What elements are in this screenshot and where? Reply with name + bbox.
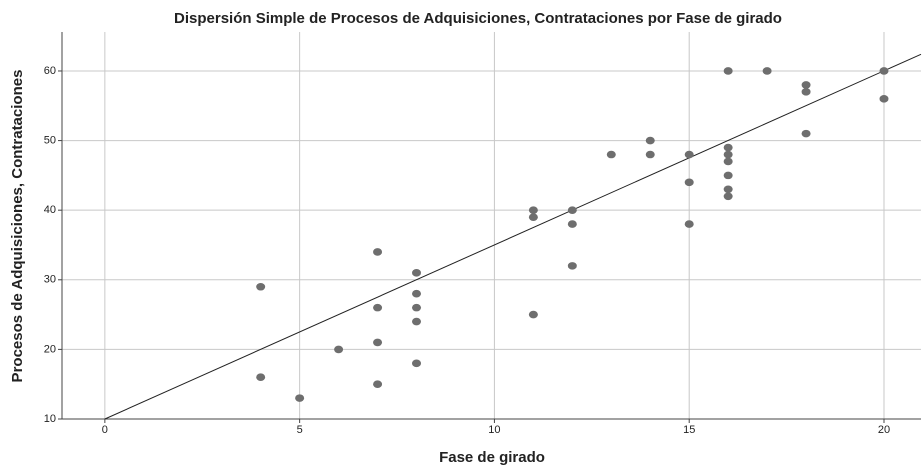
point xyxy=(567,206,577,214)
point xyxy=(723,171,733,180)
point xyxy=(723,67,733,75)
point xyxy=(256,373,266,382)
point xyxy=(528,213,538,221)
point xyxy=(645,150,655,159)
point xyxy=(567,262,577,270)
point xyxy=(801,81,811,89)
y-axis-title: Procesos de Adquisiciones, Contratacione… xyxy=(9,70,26,383)
fit-line xyxy=(104,53,922,420)
point xyxy=(373,338,383,347)
point xyxy=(334,345,344,354)
point xyxy=(801,129,811,138)
chart-title: Dispersión Simple de Procesos de Adquisi… xyxy=(174,10,782,27)
point xyxy=(373,248,383,256)
point xyxy=(528,310,538,319)
point xyxy=(295,394,305,402)
y-tick-label: 40 xyxy=(44,204,56,216)
point xyxy=(412,303,422,312)
point xyxy=(723,143,733,152)
point xyxy=(723,185,733,194)
point xyxy=(684,178,694,187)
point xyxy=(412,269,422,277)
point xyxy=(762,67,772,75)
y-tick-label: 50 xyxy=(44,134,56,146)
x-tick-label: 15 xyxy=(683,424,695,436)
point xyxy=(723,157,733,166)
point xyxy=(723,150,733,159)
point xyxy=(412,289,422,298)
x-tick-label: 20 xyxy=(878,424,890,436)
point xyxy=(801,88,811,96)
point xyxy=(528,206,538,214)
y-tick-label: 30 xyxy=(44,274,56,286)
x-axis-title: Fase de girado xyxy=(439,449,545,466)
point xyxy=(684,220,694,228)
point xyxy=(373,303,383,312)
point xyxy=(256,282,266,291)
point xyxy=(879,67,889,75)
point xyxy=(412,317,422,326)
point xyxy=(412,359,422,368)
x-tick-label: 10 xyxy=(488,424,500,436)
point xyxy=(723,192,733,201)
y-tick-label: 60 xyxy=(44,65,56,77)
point xyxy=(567,220,577,228)
y-tick-label: 10 xyxy=(44,413,56,425)
y-tick-label: 20 xyxy=(44,343,56,355)
point xyxy=(684,150,694,159)
point xyxy=(373,380,383,388)
x-tick-label: 5 xyxy=(297,424,303,436)
point xyxy=(606,150,616,159)
x-tick-label: 0 xyxy=(102,424,108,436)
point xyxy=(645,136,655,145)
point xyxy=(879,95,889,103)
